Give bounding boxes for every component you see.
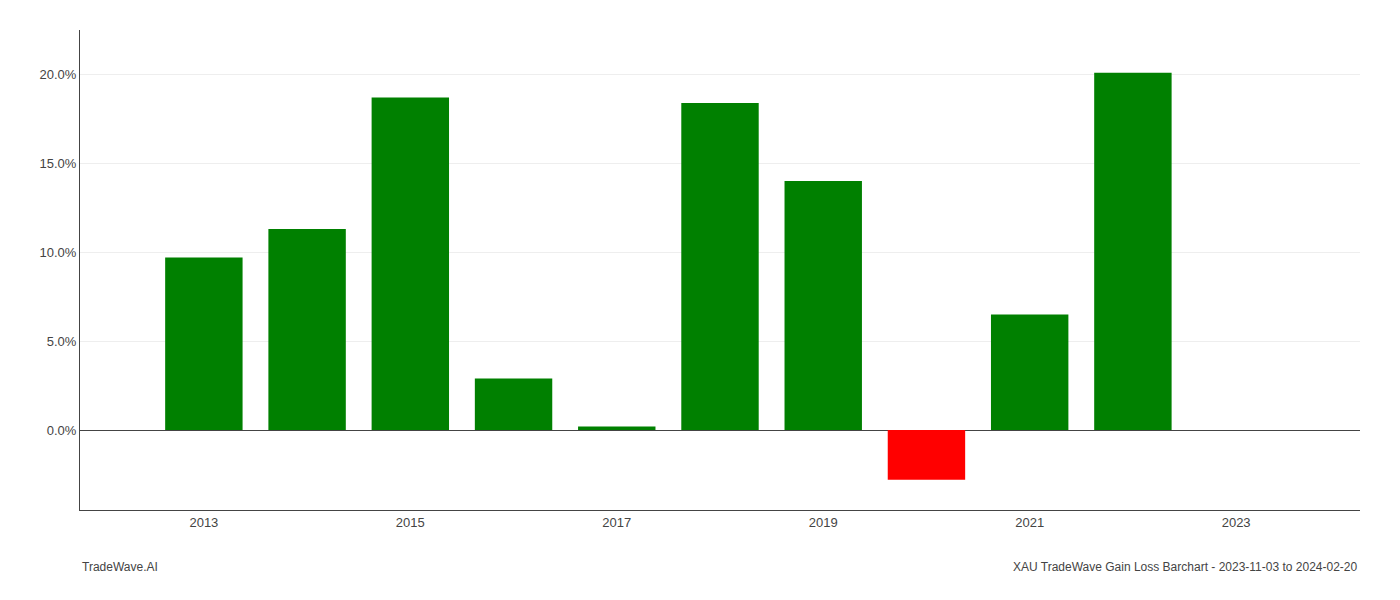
- svg-text:10.0%: 10.0%: [40, 245, 77, 260]
- svg-text:5.0%: 5.0%: [47, 334, 77, 349]
- svg-text:2013: 2013: [189, 515, 218, 530]
- svg-text:2015: 2015: [396, 515, 425, 530]
- svg-text:20.0%: 20.0%: [40, 67, 77, 82]
- svg-text:2023: 2023: [1222, 515, 1251, 530]
- svg-text:TradeWave.AI: TradeWave.AI: [82, 560, 158, 574]
- svg-text:15.0%: 15.0%: [40, 156, 77, 171]
- svg-text:0.0%: 0.0%: [47, 423, 77, 438]
- svg-text:2019: 2019: [809, 515, 838, 530]
- svg-text:XAU TradeWave Gain Loss Barcha: XAU TradeWave Gain Loss Barchart - 2023-…: [1013, 560, 1358, 574]
- svg-text:2017: 2017: [602, 515, 631, 530]
- svg-text:2021: 2021: [1015, 515, 1044, 530]
